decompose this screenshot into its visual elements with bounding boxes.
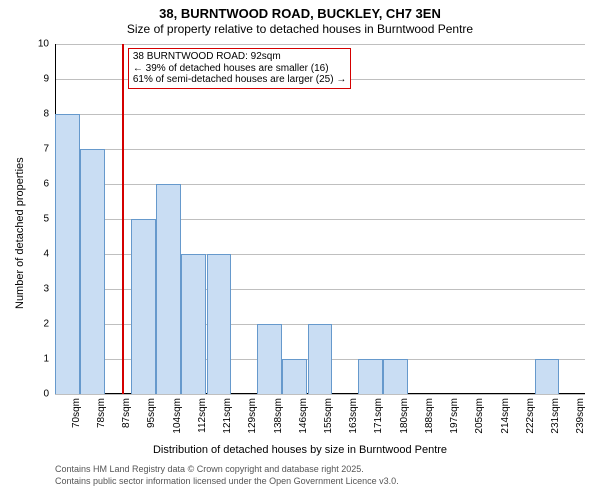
x-tick-label: 155sqm: [323, 398, 334, 434]
histogram-bar: [55, 114, 80, 394]
plot-area: 01234567891070sqm78sqm87sqm95sqm104sqm11…: [55, 44, 585, 394]
histogram-bar: [358, 359, 383, 394]
histogram-bar: [181, 254, 206, 394]
gridline: [55, 394, 585, 395]
y-tick-label: 4: [43, 249, 49, 260]
callout-line-1: 38 BURNTWOOD ROAD: 92sqm: [133, 51, 346, 63]
chart-subtitle: Size of property relative to detached ho…: [0, 22, 600, 36]
x-tick-label: 121sqm: [222, 398, 233, 434]
histogram-bar: [207, 254, 232, 394]
y-tick-label: 9: [43, 74, 49, 85]
x-tick-label: 146sqm: [298, 398, 309, 434]
x-tick-label: 171sqm: [373, 398, 384, 434]
x-tick-label: 231sqm: [550, 398, 561, 434]
histogram-bar: [80, 149, 105, 394]
x-tick-label: 222sqm: [525, 398, 536, 434]
x-tick-label: 188sqm: [424, 398, 435, 434]
x-axis-label: Distribution of detached houses by size …: [0, 444, 600, 456]
gridline: [55, 149, 585, 150]
footer-line-2: Contains public sector information licen…: [55, 476, 399, 487]
histogram-bar: [257, 324, 282, 394]
histogram-bar: [535, 359, 560, 394]
y-tick-label: 7: [43, 144, 49, 155]
x-tick-label: 104sqm: [172, 398, 183, 434]
gridline: [55, 114, 585, 115]
callout-line-3: 61% of semi-detached houses are larger (…: [133, 74, 346, 86]
histogram-bar: [308, 324, 333, 394]
x-tick-label: 239sqm: [575, 398, 586, 434]
histogram-bar: [383, 359, 408, 394]
y-tick-label: 2: [43, 319, 49, 330]
x-tick-label: 87sqm: [121, 398, 132, 428]
y-tick-label: 5: [43, 214, 49, 225]
x-tick-label: 129sqm: [247, 398, 258, 434]
histogram-bar: [131, 219, 156, 394]
y-tick-label: 10: [38, 39, 49, 50]
property-size-chart: 38, BURNTWOOD ROAD, BUCKLEY, CH7 3EN Siz…: [0, 0, 600, 500]
y-tick-label: 6: [43, 179, 49, 190]
y-tick-label: 3: [43, 284, 49, 295]
marker-line: [122, 44, 124, 394]
x-tick-label: 197sqm: [449, 398, 460, 434]
x-tick-label: 214sqm: [500, 398, 511, 434]
x-tick-label: 180sqm: [399, 398, 410, 434]
x-tick-label: 95sqm: [146, 398, 157, 428]
x-tick-label: 70sqm: [71, 398, 82, 428]
callout-line-2: ← 39% of detached houses are smaller (16…: [133, 63, 346, 75]
x-tick-label: 163sqm: [348, 398, 359, 434]
x-tick-label: 138sqm: [273, 398, 284, 434]
y-axis-label: Number of detached properties: [14, 157, 26, 309]
gridline: [55, 44, 585, 45]
y-tick-label: 0: [43, 389, 49, 400]
gridline: [55, 184, 585, 185]
y-tick-label: 1: [43, 354, 49, 365]
x-tick-label: 112sqm: [197, 398, 208, 433]
x-tick-label: 205sqm: [474, 398, 485, 434]
y-tick-label: 8: [43, 109, 49, 120]
histogram-bar: [156, 184, 181, 394]
chart-title: 38, BURNTWOOD ROAD, BUCKLEY, CH7 3EN: [0, 6, 600, 21]
x-tick-label: 78sqm: [96, 398, 107, 428]
footer-line-1: Contains HM Land Registry data © Crown c…: [55, 464, 364, 475]
callout-box: 38 BURNTWOOD ROAD: 92sqm← 39% of detache…: [128, 48, 351, 89]
histogram-bar: [282, 359, 307, 394]
